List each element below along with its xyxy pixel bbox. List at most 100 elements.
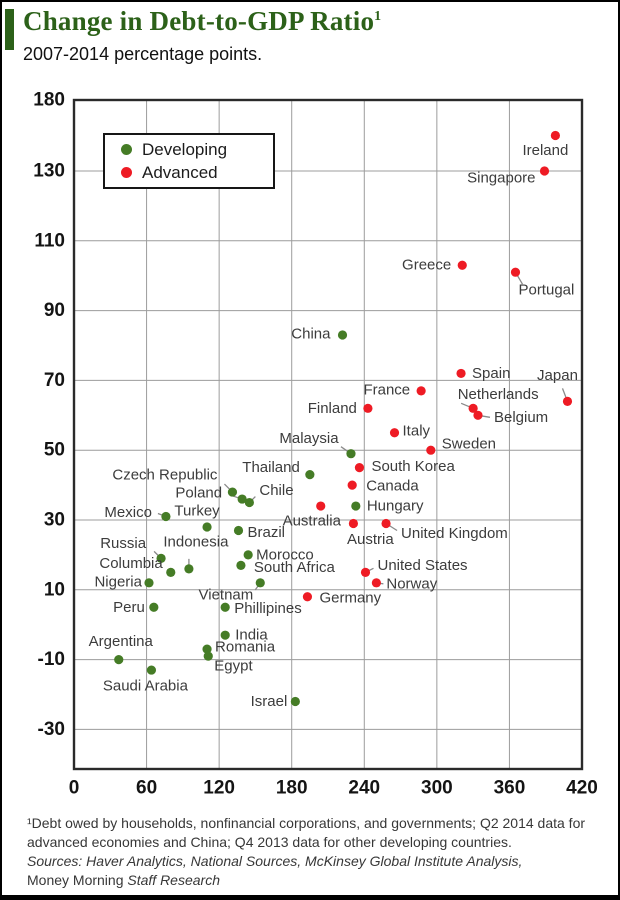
label-egypt: Egypt	[214, 658, 253, 675]
label-argentina: Argentina	[89, 633, 154, 650]
point-brazil	[233, 525, 244, 536]
label-israel: Israel	[251, 693, 288, 710]
label-saudi-arabia: Saudi Arabia	[103, 678, 189, 695]
footnote-block: ¹Debt owed by households, nonfinancial c…	[27, 814, 602, 890]
label-china: China	[291, 326, 331, 343]
point-vietnam	[255, 578, 265, 588]
point-greece	[457, 260, 467, 270]
label-phillipines: Phillipines	[234, 600, 302, 617]
label-india: India	[235, 627, 268, 644]
title-accent-bar	[5, 9, 14, 50]
x-tick-300: 300	[421, 778, 453, 799]
point-turkey	[202, 522, 212, 532]
label-united-kingdom: United Kingdom	[401, 525, 508, 542]
page-title-text: Change in Debt-to-GDP Ratio	[23, 6, 375, 36]
label-south-korea: South Korea	[371, 458, 455, 475]
point-mexico	[161, 511, 171, 522]
point-spain	[456, 368, 466, 379]
point-italy	[389, 428, 400, 438]
point-columbia	[166, 567, 176, 577]
y-tick-180: 180	[33, 90, 65, 111]
label-thailand: Thailand	[242, 459, 300, 476]
label-nigeria: Nigeria	[94, 573, 142, 590]
point-south-korea	[354, 463, 365, 473]
label-ireland: Ireland	[522, 142, 568, 159]
x-tick-360: 360	[494, 778, 526, 799]
point-sweden	[426, 445, 436, 455]
label-south-africa: South Africa	[254, 559, 336, 576]
title-footnote-marker: 1	[374, 9, 382, 24]
label-australia: Australia	[283, 513, 342, 530]
x-tick-60: 60	[136, 778, 157, 799]
point-thailand	[305, 470, 315, 480]
y-tick-130: 130	[33, 161, 65, 182]
label-hungary: Hungary	[367, 498, 424, 515]
page-title: Change in Debt-to-GDP Ratio1	[23, 6, 381, 37]
legend-label-advanced: Advanced	[142, 162, 218, 182]
point-china	[337, 330, 348, 340]
point-ireland	[550, 130, 560, 141]
x-tick-240: 240	[348, 778, 380, 799]
y-tick-70: 70	[44, 370, 65, 391]
label-brazil: Brazil	[247, 524, 285, 541]
point-finland	[363, 403, 373, 413]
point-portugal	[510, 267, 521, 277]
point-chile	[244, 497, 254, 508]
label-sweden: Sweden	[442, 436, 496, 453]
label-indonesia: Indonesia	[163, 533, 229, 550]
point-norway	[371, 578, 381, 588]
point-japan	[562, 396, 573, 406]
point-canada	[347, 480, 357, 490]
y-tick-90: 90	[44, 300, 65, 321]
footnote-line-1: ¹Debt owed by households, nonfinancial c…	[27, 815, 586, 831]
label-norway: Norway	[386, 575, 437, 592]
label-italy: Italy	[403, 422, 431, 439]
y-tick-110: 110	[34, 230, 65, 251]
label-peru: Peru	[113, 599, 145, 616]
x-tick-120: 120	[203, 778, 235, 799]
label-poland: Poland	[175, 485, 222, 502]
label-turkey: Turkey	[174, 502, 220, 519]
y-tick-30: 30	[44, 510, 65, 531]
point-morocco	[243, 550, 253, 560]
y-tick-50: 50	[44, 440, 65, 461]
point-netherlands	[468, 403, 478, 413]
point-israel	[290, 696, 300, 707]
point-france	[416, 386, 426, 396]
point-united-states	[360, 567, 371, 577]
point-malaysia	[346, 449, 356, 459]
advanced-dot-icon	[121, 167, 132, 178]
label-romania: Romania	[215, 639, 276, 656]
point-poland	[237, 494, 247, 504]
plot-border	[72, 98, 584, 771]
point-singapore	[539, 166, 550, 176]
legend-item-developing: Developing	[121, 140, 273, 160]
sources-line: Sources: Haver Analytics, National Sourc…	[27, 853, 523, 869]
point-germany	[302, 592, 313, 602]
label-portugal: Portugal	[518, 282, 574, 299]
point-nigeria	[144, 578, 154, 588]
label-czech-republic: Czech Republic	[112, 467, 218, 484]
legend-label-developing: Developing	[142, 139, 228, 159]
publisher-name: Money Morning	[27, 872, 124, 888]
label-belgium: Belgium	[494, 409, 548, 426]
label-austria: Austria	[347, 531, 394, 548]
label-columbia: Columbia	[99, 555, 163, 572]
label-malaysia: Malaysia	[279, 430, 339, 447]
label-mexico: Mexico	[104, 504, 152, 521]
point-belgium	[473, 410, 483, 420]
credit-line: Money Morning Staff Research	[27, 871, 602, 890]
label-greece: Greece	[402, 257, 451, 274]
label-germany: Germany	[319, 589, 381, 606]
point-saudi-arabia	[146, 665, 157, 675]
label-russia: Russia	[100, 535, 147, 552]
x-tick-180: 180	[276, 778, 308, 799]
point-india	[220, 630, 230, 640]
x-tick-420: 420	[566, 778, 598, 799]
point-south-africa	[236, 560, 246, 570]
label-vietnam: Vietnam	[199, 586, 254, 603]
staff-research: Staff Research	[127, 872, 220, 888]
label-france: France	[363, 381, 410, 398]
label-morocco: Morocco	[256, 546, 314, 563]
